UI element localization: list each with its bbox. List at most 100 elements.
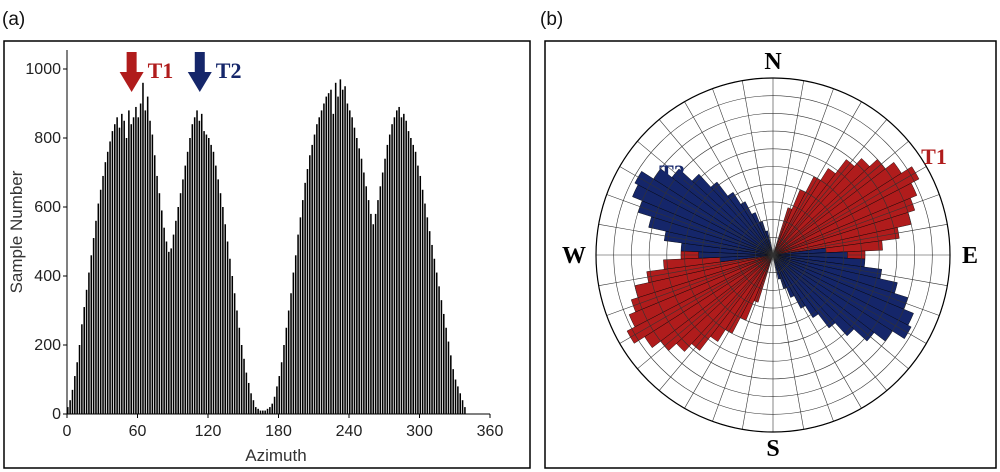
histogram-bar	[443, 313, 445, 414]
histogram-bar	[135, 106, 137, 414]
histogram-bar	[353, 127, 356, 415]
rose-petal-t2	[772, 254, 855, 337]
histogram-bar	[306, 169, 309, 414]
y-tick-label: 1000	[25, 61, 61, 78]
rose-spoke	[658, 119, 774, 256]
histogram-bar	[325, 96, 328, 414]
rose-spoke	[772, 101, 862, 256]
histogram-annotations: T1 T2	[119, 52, 242, 92]
rose-petal-t2	[765, 230, 774, 256]
histogram-bar	[351, 117, 353, 415]
histogram-bar	[193, 117, 196, 415]
histogram-bar	[271, 403, 273, 414]
histogram-bar	[285, 327, 288, 414]
histogram-bar	[85, 289, 88, 414]
histogram-bar	[358, 148, 360, 414]
histogram-bar	[198, 120, 201, 414]
histogram-bar	[294, 255, 297, 414]
histogram-bar	[304, 182, 306, 414]
histogram-chart: 0 60 120 180 240 300 360 0 200 400 600 800 1000 Azi…	[3, 40, 531, 469]
annotation-arrow-t2	[187, 52, 212, 92]
histogram-bar	[153, 155, 156, 414]
histogram-bar	[414, 151, 417, 415]
histogram-bar	[215, 165, 217, 414]
histogram-bar	[81, 324, 83, 414]
y-tick-label: 800	[34, 130, 61, 147]
histogram-bar	[379, 186, 382, 414]
rose-frame	[544, 40, 997, 469]
rose-spoke	[742, 80, 774, 256]
annotation-label-t1: T1	[148, 58, 174, 83]
histogram-bar	[262, 410, 264, 414]
histogram-bar	[137, 117, 140, 415]
histogram-bar	[255, 407, 257, 414]
rose-petal-t2	[772, 254, 819, 318]
histogram-bar	[250, 393, 252, 414]
histogram-bar	[252, 400, 255, 414]
rose-spoke	[606, 254, 774, 316]
rose-outer-ring	[595, 77, 951, 433]
histogram-bar	[367, 200, 370, 414]
rose-spoke	[772, 140, 909, 256]
histogram-frame	[3, 40, 531, 469]
rose-spoke	[772, 254, 834, 422]
rose-spoke	[772, 224, 948, 256]
histogram-bar	[179, 193, 182, 414]
histogram-bar	[309, 155, 311, 414]
rose-spoke	[772, 254, 940, 316]
histogram-bar	[210, 144, 212, 414]
x-axis-ticks: 0 60 120 180 240 300 360	[63, 414, 503, 440]
histogram-bar	[464, 407, 466, 414]
x-tick-label: 240	[336, 423, 363, 440]
histogram-bar	[95, 220, 97, 414]
histogram-bar	[412, 144, 414, 414]
histogram-bar	[299, 217, 302, 414]
histogram-bar	[290, 293, 292, 414]
annotation-label-t2: T2	[216, 58, 242, 83]
histogram-bar	[156, 175, 158, 414]
histogram-bar	[388, 134, 391, 415]
histogram-bars	[67, 79, 466, 415]
rose-label-t1: T1	[921, 144, 947, 169]
histogram-bar	[410, 138, 412, 414]
histogram-bar	[360, 158, 363, 414]
histogram-bar	[257, 408, 259, 414]
histogram-bar	[217, 179, 219, 414]
histogram-bar	[327, 93, 330, 415]
histogram-bar	[419, 175, 422, 414]
rose-petal-t2	[772, 254, 781, 280]
histogram-bar	[212, 151, 215, 415]
compass-south: S	[766, 436, 779, 462]
y-tick-label: 200	[34, 337, 61, 354]
histogram-bar	[116, 117, 118, 415]
histogram-bar	[243, 358, 245, 414]
histogram-bar	[297, 234, 299, 414]
histogram-bar	[182, 179, 184, 414]
rose-spoke	[742, 254, 774, 430]
histogram-bar	[457, 386, 459, 414]
histogram-bar	[287, 310, 290, 414]
histogram-bar	[229, 258, 231, 414]
histogram-bar	[452, 369, 454, 414]
histogram-bar	[318, 117, 320, 415]
histogram-bar	[170, 248, 172, 414]
histogram-bar	[381, 172, 384, 414]
histogram-bar	[264, 410, 266, 414]
rose-spoke	[598, 254, 774, 286]
annotation-arrow-t1	[119, 52, 144, 92]
histogram-bar	[184, 165, 187, 414]
histogram-bar	[233, 293, 236, 414]
histogram-bar	[377, 200, 379, 414]
histogram-bar	[67, 407, 69, 414]
histogram-bar	[372, 224, 375, 414]
histogram-bar	[273, 396, 276, 414]
histogram-bar	[269, 407, 271, 414]
rose-grid	[595, 77, 951, 433]
histogram-bar	[71, 389, 74, 414]
histogram-bar	[313, 134, 316, 415]
histogram-bar	[365, 186, 367, 414]
rose-spoke	[772, 254, 948, 286]
y-tick-label: 600	[34, 199, 61, 216]
rose-spoke	[772, 254, 862, 409]
y-tick-label: 0	[52, 406, 61, 423]
